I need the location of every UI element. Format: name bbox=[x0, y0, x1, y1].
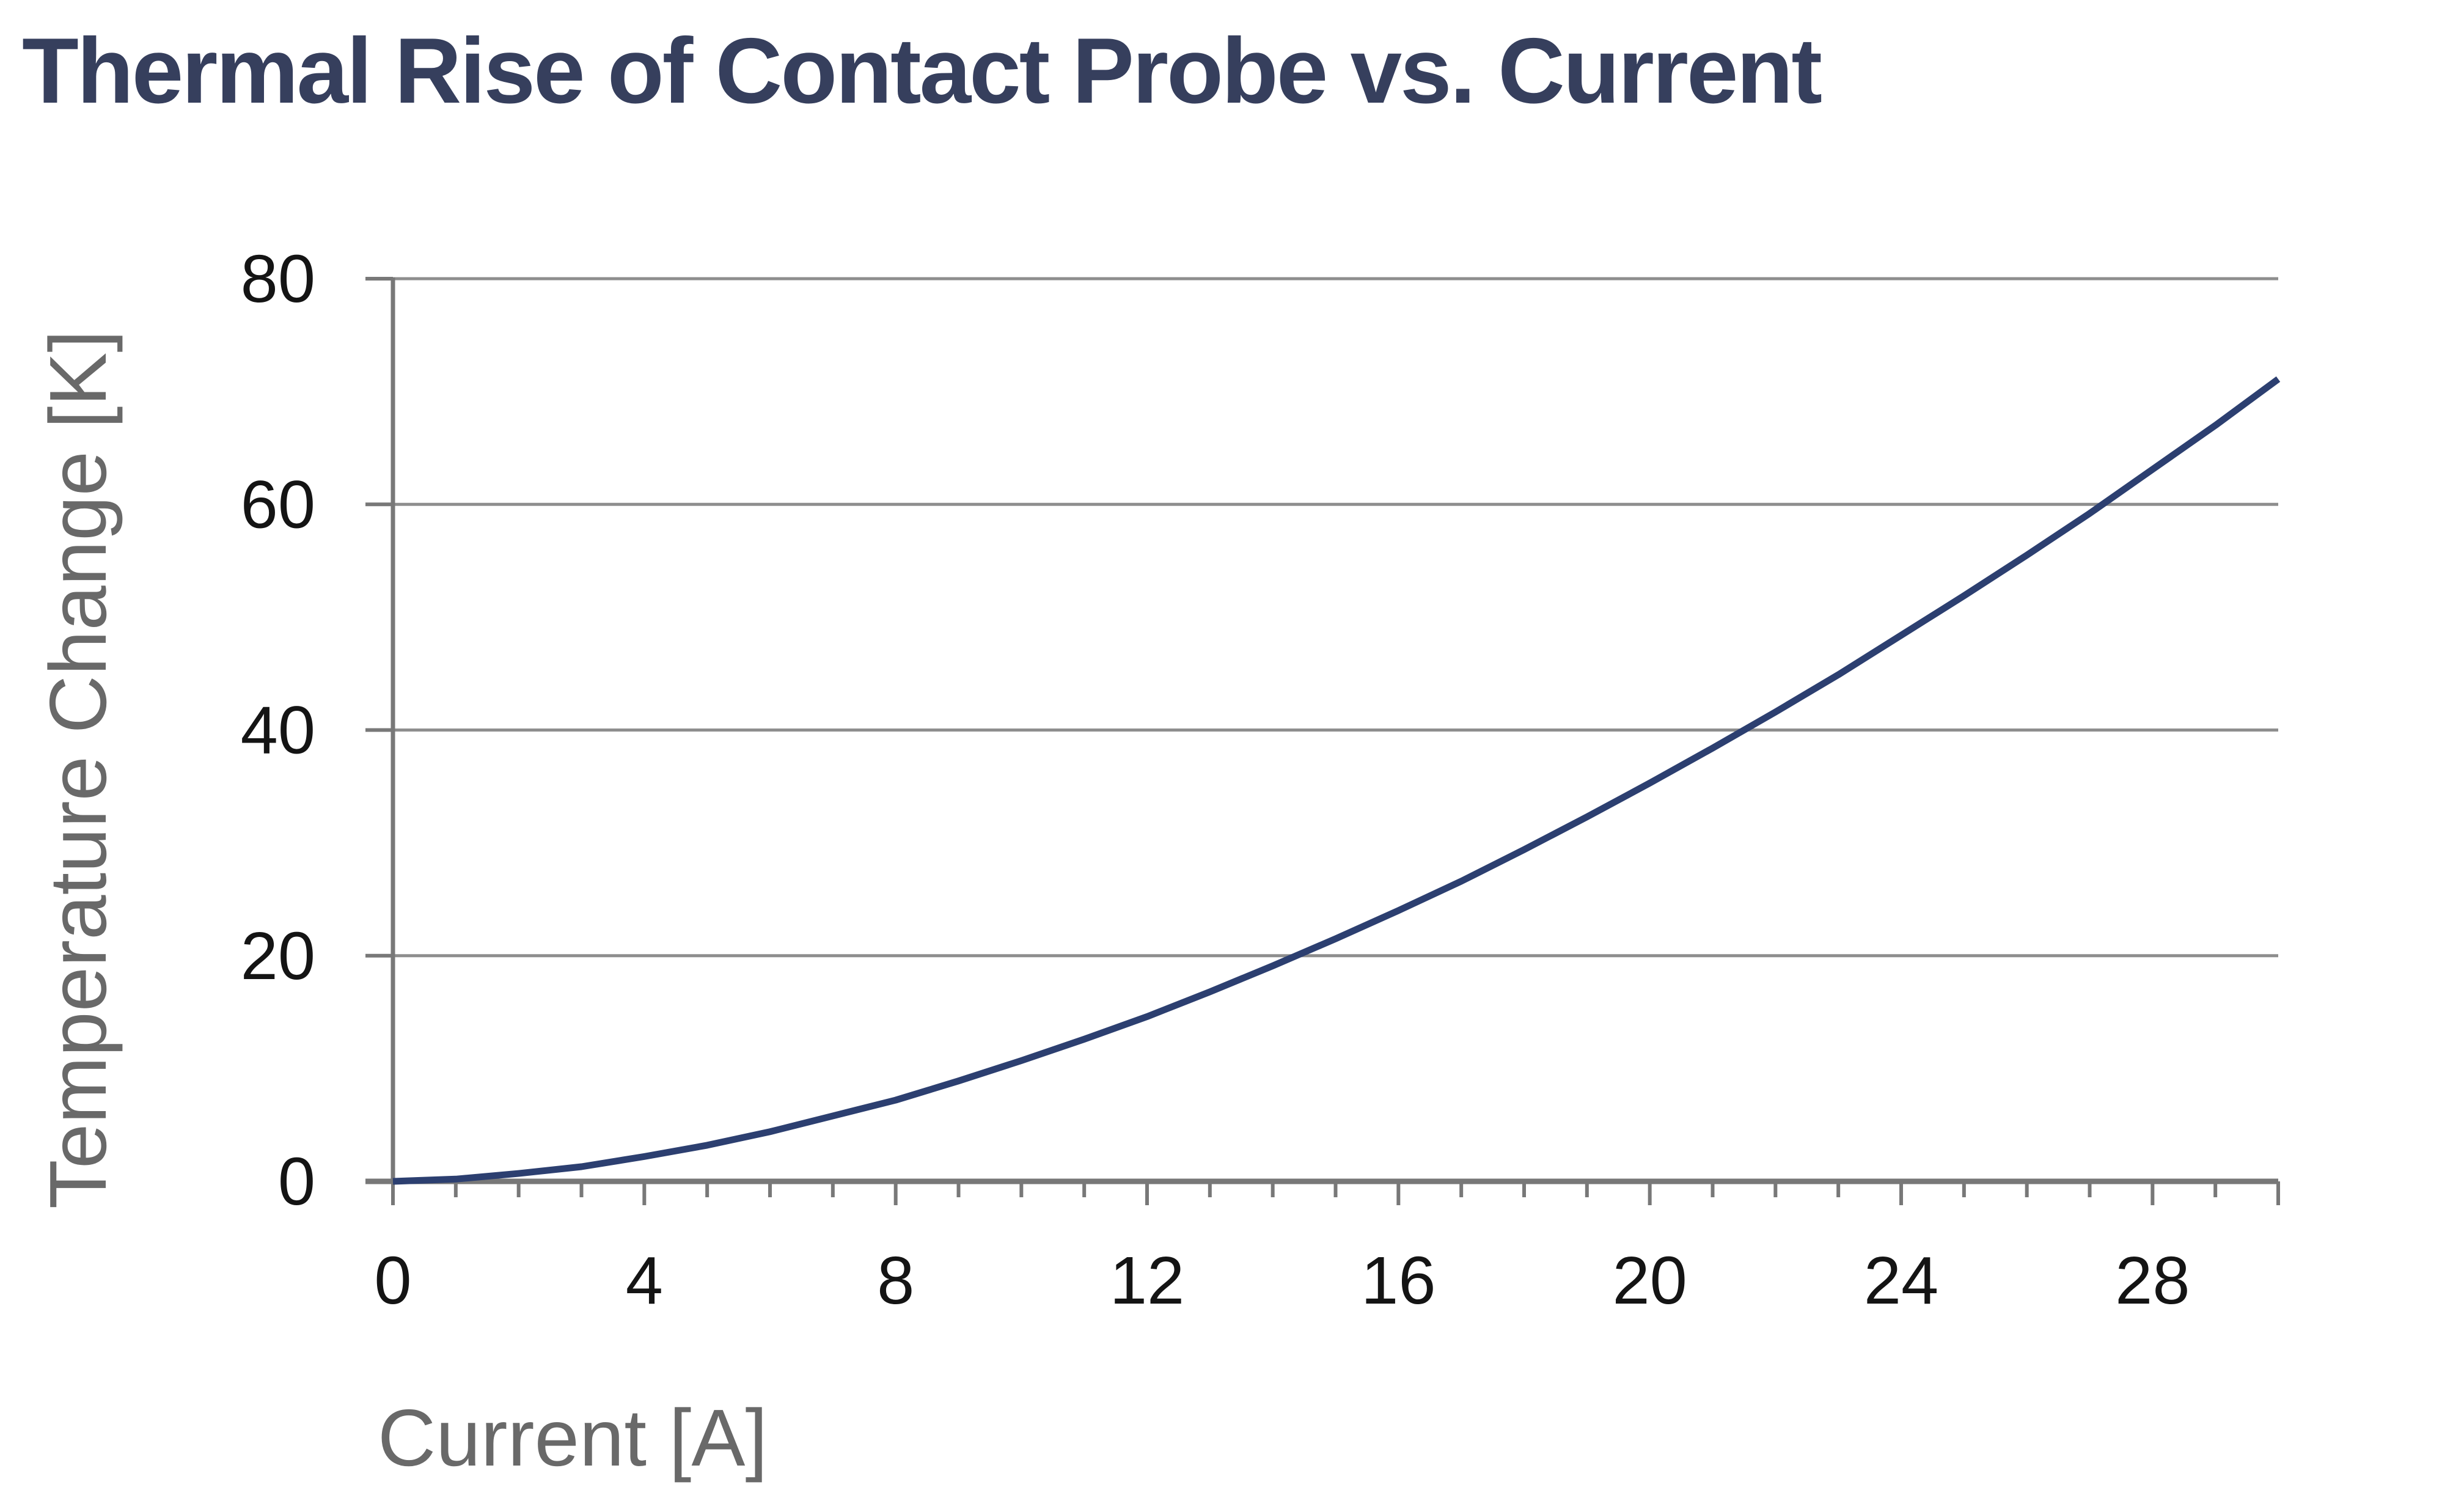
x-axis-title: Current [A] bbox=[378, 1393, 768, 1483]
x-tick-label-8: 8 bbox=[877, 1243, 914, 1318]
x-tick-label-24: 24 bbox=[1864, 1243, 1938, 1318]
grid-layer bbox=[393, 277, 2278, 958]
y-tick-label-40: 40 bbox=[241, 693, 315, 768]
x-tick-label-0: 0 bbox=[374, 1243, 411, 1318]
y-tick-label-80: 80 bbox=[241, 241, 315, 317]
y-tick-label-20: 20 bbox=[241, 919, 315, 994]
y-tick-label-60: 60 bbox=[241, 467, 315, 542]
temperature-rise-curve bbox=[392, 376, 2281, 1185]
axis-layer bbox=[365, 277, 2280, 1205]
x-tick-label-20: 20 bbox=[1612, 1243, 1687, 1318]
x-tick-label-16: 16 bbox=[1361, 1243, 1436, 1318]
series-layer bbox=[392, 376, 2281, 1185]
x-tick-label-12: 12 bbox=[1110, 1243, 1184, 1318]
x-tick-label-4: 4 bbox=[626, 1243, 663, 1318]
y-tick-label-0: 0 bbox=[278, 1144, 315, 1219]
chart-title: Thermal Rise of Contact Probe vs. Curren… bbox=[22, 19, 1822, 123]
tick-label-layer: 0 20 40 60 80 0 4 8 12 16 20 24 28 bbox=[241, 241, 2190, 1318]
y-axis-title: Temperature Change [K] bbox=[33, 330, 123, 1209]
x-tick-label-28: 28 bbox=[2115, 1243, 2190, 1318]
